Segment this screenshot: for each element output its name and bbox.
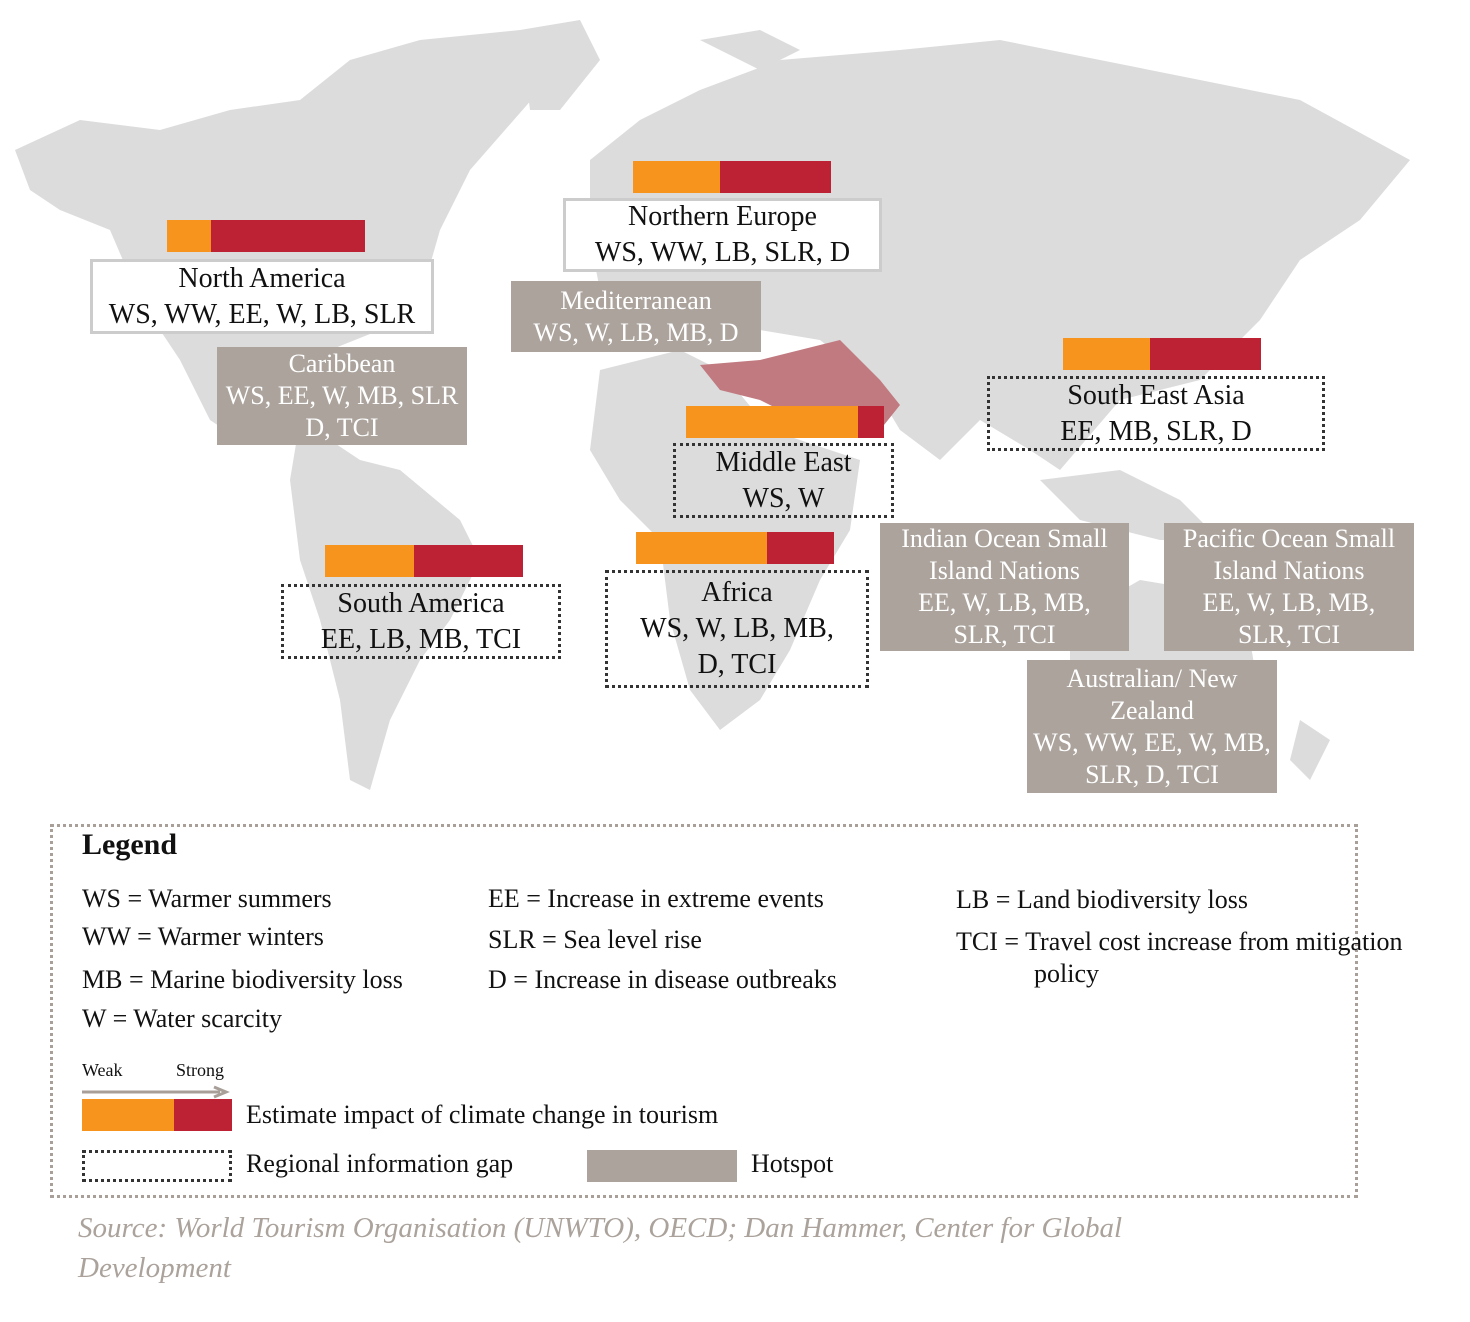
strong-segment (173, 1099, 232, 1131)
region-text: EE, LB, MB, TCI (320, 623, 522, 655)
strong-segment (858, 406, 884, 438)
region-text: Middle East (715, 446, 852, 478)
source: Source: World Tourism Organisation (UNWT… (78, 1212, 1123, 1284)
region-box: Pacific Ocean Small Island Nations EE, W, … (1164, 523, 1414, 651)
region-text: WS, WW, LB, SLR, D (594, 237, 851, 268)
region-text: WS, WW, EE, W, LB, SLR (108, 298, 416, 330)
weak-segment (82, 1099, 174, 1131)
hotspot-swatch (587, 1150, 737, 1182)
legend-frame (50, 824, 1358, 1198)
region-text: D, TCI (697, 649, 777, 680)
legend-item: TCI = Travel cost increase from mitigati… (956, 927, 1403, 988)
scale-weak: Weak (82, 1060, 123, 1080)
region-text: SLR, TCI (953, 620, 1056, 649)
region-box: Australian/ New Zealand WS, WW, EE, W, MB,… (1027, 660, 1277, 793)
legend-item: EE = Increase in extreme events (488, 884, 824, 913)
region-box: Caribbean WS, EE, W, MB, SLR D, TCI (217, 347, 467, 445)
gap-label: Regional information gap (246, 1149, 514, 1178)
region-box: Mediterranean WS, W, LB, MB, D (511, 281, 761, 352)
region-text: WS, WW, EE, W, MB, (1033, 727, 1271, 757)
impact-bar (1063, 338, 1261, 370)
impact-bar (633, 161, 831, 193)
strong-segment (414, 545, 523, 577)
strong-segment (766, 532, 834, 564)
impact-bar (82, 1099, 232, 1131)
legend-title: Legend (82, 828, 178, 861)
weak-segment (1063, 338, 1151, 370)
region-box: Middle East WS, W (673, 443, 894, 518)
region-text: North America (178, 262, 346, 294)
region-box: Northern Europe WS, WW, LB, SLR, D (563, 198, 882, 272)
region-text: South America (337, 587, 505, 619)
region-box: North America WS, WW, EE, W, LB, SLR (90, 259, 434, 334)
region-text: Pacific Ocean Small (1182, 524, 1396, 553)
region-text: Zealand (1110, 695, 1194, 725)
region-text: SLR, D, TCI (1085, 759, 1219, 789)
impact-bar (636, 532, 834, 564)
strong-segment (210, 220, 365, 252)
region-box: Indian Ocean Small Island Nations EE, W, L… (880, 523, 1129, 651)
region-text: Indian Ocean Small (901, 524, 1108, 553)
legend-item: WW = Warmer winters (82, 922, 324, 951)
region-text: SLR, TCI (1237, 620, 1341, 649)
region-box: South East Asia EE, MB, SLR, D (987, 376, 1325, 451)
weak-segment (167, 220, 211, 252)
impact-bar (686, 406, 884, 438)
weak-segment (636, 532, 767, 564)
weak-segment (325, 545, 415, 577)
legend-item: MB = Marine biodiversity loss (82, 965, 403, 994)
region-text: WS, W, LB, MB, D (533, 317, 739, 347)
region-text: Northern Europe (628, 201, 817, 232)
region-text: Island Nations (1213, 556, 1365, 585)
weak-segment (686, 406, 859, 438)
scale-strong: Strong (176, 1060, 225, 1080)
scale-label: Estimate impact of climate change in tou… (246, 1100, 719, 1129)
region-text: EE, MB, SLR, D (1060, 415, 1252, 447)
hotspot-label: Hotspot (751, 1149, 834, 1178)
legend-item: SLR = Sea level rise (488, 925, 702, 954)
strong-segment (720, 161, 831, 193)
legend-item: WS = Warmer summers (82, 884, 332, 913)
region-text: Island Nations (929, 556, 1080, 585)
region-text: WS, EE, W, MB, SLR (225, 381, 459, 410)
region-text: EE, W, LB, MB, (1202, 588, 1376, 617)
legend-item: W = Water scarcity (82, 1004, 283, 1033)
region-box: South America EE, LB, MB, TCI (281, 584, 561, 659)
region-text: WS, W, LB, MB, (640, 613, 834, 644)
weak-segment (633, 161, 721, 193)
region-text: EE, W, LB, MB, (918, 588, 1091, 617)
impact-bar (325, 545, 523, 577)
scale-arrow (82, 1085, 230, 1099)
region-text: D, TCI (305, 413, 379, 442)
strong-segment (1150, 338, 1261, 370)
region-text: Australian/ New (1066, 663, 1238, 693)
legend-item: D = Increase in disease outbreaks (488, 965, 837, 994)
region-box: Africa WS, W, LB, MB, D, TCI (605, 570, 869, 688)
region-text: Mediterranean (560, 285, 712, 315)
region-text: Caribbean (288, 349, 396, 378)
region-text: South East Asia (1067, 379, 1245, 411)
region-text: WS, W (742, 482, 825, 514)
impact-bar (167, 220, 365, 252)
gap-swatch (82, 1150, 232, 1182)
region-text: Africa (701, 577, 773, 608)
legend-item: LB = Land biodiversity loss (956, 885, 1248, 914)
